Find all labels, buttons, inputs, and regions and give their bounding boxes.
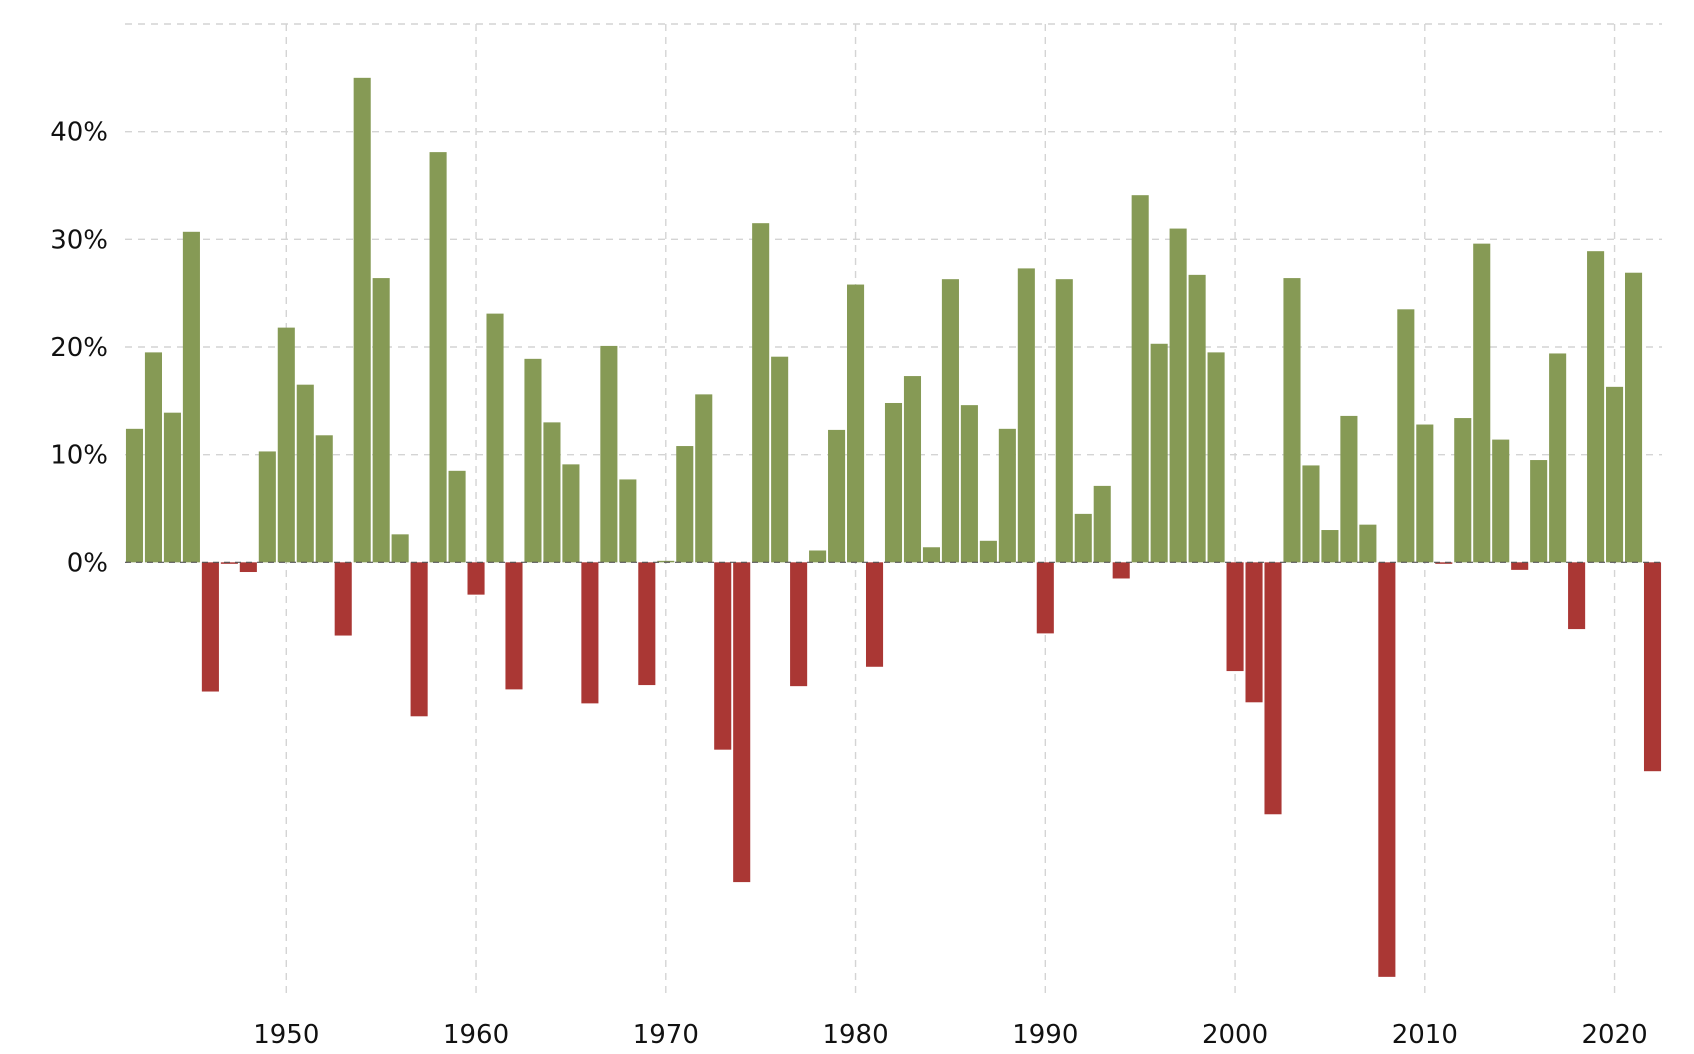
bar-1978 [809, 550, 827, 563]
bar-2007 [1359, 524, 1377, 563]
x-tick-label: 1990 [1012, 1020, 1078, 1050]
bar-1953 [334, 562, 352, 636]
bar-2018 [1568, 562, 1586, 630]
bar-1948 [239, 562, 257, 573]
bar-2008 [1378, 562, 1396, 977]
bar-2019 [1587, 251, 1605, 563]
bar-2017 [1549, 353, 1567, 563]
bar-1999 [1207, 352, 1225, 563]
bar-1968 [619, 479, 637, 563]
bar-1992 [1074, 513, 1092, 563]
bar-1949 [258, 451, 276, 563]
bar-1989 [1017, 268, 1035, 563]
bar-1996 [1150, 343, 1168, 563]
bar-2011 [1435, 562, 1453, 564]
y-tick-label: 40% [50, 118, 108, 148]
x-axis-tick-labels: 1950 1960 1970 1980 1990 2000 2010 2020 [253, 1020, 1647, 1050]
bar-1971 [676, 446, 694, 563]
bar-1986 [960, 405, 978, 563]
bars [125, 77, 1662, 977]
bar-1997 [1169, 228, 1187, 563]
bar-1985 [941, 279, 959, 563]
bar-1979 [828, 429, 846, 563]
bar-1963 [524, 358, 542, 563]
bar-1961 [486, 313, 504, 563]
bar-1991 [1055, 279, 1073, 563]
bar-1969 [638, 562, 656, 686]
bar-1954 [353, 77, 371, 563]
x-tick-label: 2020 [1581, 1020, 1647, 1050]
y-axis-tick-labels: 0% 10% 20% 30% 40% [50, 118, 108, 579]
bar-1943 [144, 352, 162, 563]
bar-1960 [467, 562, 485, 595]
bar-2000 [1226, 562, 1244, 672]
x-tick-label: 2010 [1392, 1020, 1458, 1050]
bar-2016 [1530, 460, 1548, 563]
y-tick-label: 20% [50, 333, 108, 363]
bar-2002 [1264, 562, 1282, 815]
bar-1956 [391, 534, 409, 563]
bar-1944 [163, 412, 181, 563]
bar-2020 [1606, 386, 1624, 563]
bar-1998 [1188, 274, 1206, 563]
bar-2003 [1283, 278, 1301, 563]
bar-1945 [182, 231, 200, 563]
x-tick-label: 1960 [443, 1020, 509, 1050]
bar-1970 [657, 560, 675, 563]
bar-1988 [998, 428, 1016, 563]
bar-2014 [1492, 439, 1510, 563]
bar-2010 [1416, 424, 1434, 563]
bar-2012 [1454, 418, 1472, 563]
bar-1964 [543, 422, 561, 563]
bar-2004 [1302, 465, 1320, 563]
bar-1982 [884, 402, 903, 563]
bar-2022 [1643, 562, 1662, 772]
bar-1977 [790, 562, 808, 687]
bar-1980 [847, 284, 865, 563]
x-tick-label: 1980 [822, 1020, 888, 1050]
bar-1990 [1036, 562, 1054, 634]
y-tick-label: 10% [50, 441, 108, 471]
bar-2001 [1245, 562, 1263, 703]
bar-1967 [600, 345, 618, 563]
bar-1962 [505, 562, 523, 690]
y-tick-label: 30% [50, 225, 108, 255]
bar-2021 [1625, 272, 1643, 563]
bar-1942 [125, 428, 144, 563]
bar-1972 [695, 394, 713, 563]
bar-1946 [201, 562, 219, 692]
bar-1974 [733, 562, 751, 883]
bar-1955 [372, 278, 390, 563]
y-tick-label: 0% [67, 548, 108, 578]
bar-1950 [277, 327, 295, 563]
bar-1995 [1131, 195, 1149, 563]
x-tick-label: 1950 [253, 1020, 319, 1050]
bar-2005 [1321, 530, 1339, 563]
bar-1959 [448, 470, 466, 563]
bar-1966 [581, 562, 599, 704]
bar-1958 [429, 152, 447, 563]
bar-1983 [903, 376, 922, 563]
x-tick-label: 2000 [1202, 1020, 1268, 1050]
bar-1981 [865, 562, 884, 667]
bar-1987 [979, 540, 997, 563]
bar-1976 [771, 356, 789, 563]
bar-1975 [752, 223, 770, 563]
bar-2006 [1340, 415, 1358, 563]
bar-1952 [315, 435, 333, 563]
bar-1957 [410, 562, 428, 717]
bar-1993 [1093, 485, 1111, 563]
bar-2015 [1511, 562, 1529, 570]
bar-1994 [1112, 562, 1130, 579]
bar-1984 [922, 547, 940, 563]
bar-2009 [1397, 309, 1415, 563]
bar-1973 [714, 562, 732, 750]
x-tick-label: 1970 [633, 1020, 699, 1050]
bar-2013 [1473, 243, 1491, 563]
bar-1951 [296, 384, 314, 563]
bar-1947 [220, 562, 238, 564]
bar-1965 [562, 464, 580, 563]
